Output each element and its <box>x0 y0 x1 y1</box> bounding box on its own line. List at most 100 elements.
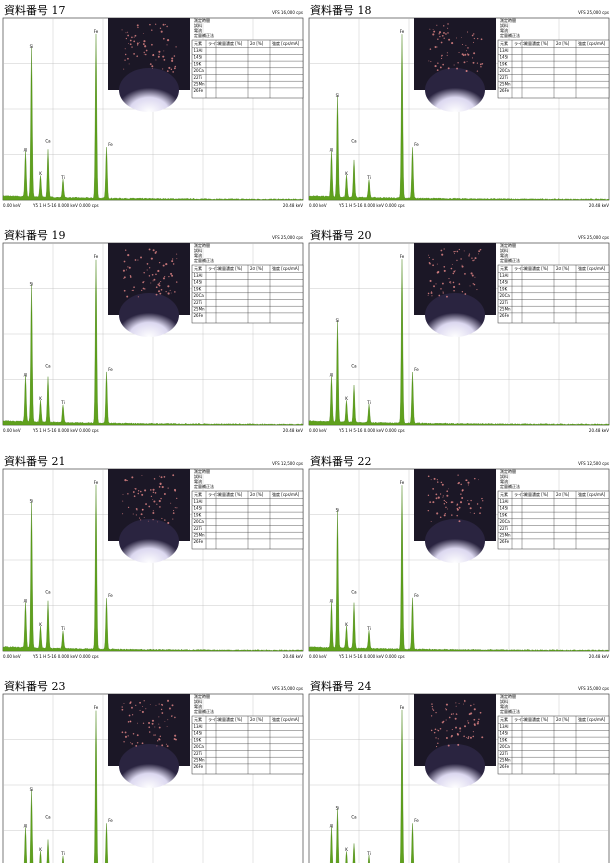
photo-speck <box>127 266 129 268</box>
photo-speck <box>166 745 169 748</box>
photo-speck <box>436 729 438 731</box>
photo-speck <box>435 745 438 748</box>
photo-speck <box>129 275 132 277</box>
peak-label: Ca <box>351 814 357 819</box>
table-element: 20Ca <box>500 293 511 298</box>
photo-speck <box>441 55 443 57</box>
photo-speck <box>154 734 157 736</box>
photo-speck <box>173 67 176 70</box>
photo-speck <box>128 63 130 65</box>
table-head: 試料 <box>194 22 202 28</box>
photo-speck <box>472 259 474 262</box>
photo-speck <box>151 29 153 31</box>
table-col: ライン <box>208 716 220 722</box>
photo-speck <box>176 253 178 255</box>
photo-speck <box>137 26 139 29</box>
table-head: 定量補正法 <box>194 257 214 263</box>
axis-right: 20.48 keV <box>589 203 609 208</box>
photo-speck <box>432 501 435 504</box>
photo-speck <box>166 44 168 46</box>
photo-speck <box>152 519 154 521</box>
photo-speck <box>140 519 142 521</box>
table-element: 25Mn <box>194 758 206 763</box>
photo-speck <box>439 516 442 518</box>
photo-speck <box>131 706 133 709</box>
photo-speck <box>140 513 143 516</box>
photo-speck <box>131 714 134 716</box>
photo-speck <box>163 50 165 52</box>
photo-speck <box>457 62 459 64</box>
photo-speck <box>443 503 446 505</box>
table-element: 19K <box>194 286 202 291</box>
photo-speck <box>433 477 436 480</box>
peak-label: Fe <box>108 593 113 598</box>
photo-speck <box>139 701 141 704</box>
photo-speck <box>135 514 137 516</box>
axis-right: 20.48 keV <box>589 428 609 433</box>
photo-speck <box>131 289 133 291</box>
photo-speck <box>132 732 135 735</box>
peak-label: Si <box>30 787 34 792</box>
photo-speck <box>171 59 174 62</box>
photo-speck <box>168 66 171 69</box>
photo-speck <box>427 294 429 296</box>
photo-speck <box>158 499 161 503</box>
table-element: 19K <box>194 737 202 742</box>
axis-left: 0.00 keV <box>309 428 327 433</box>
table-element: 13Al <box>500 724 509 729</box>
table-element: 25Mn <box>194 307 206 312</box>
photo-speck <box>172 512 175 514</box>
photo-speck <box>150 489 152 491</box>
scale-label: VFS 16,000 cps <box>272 10 303 15</box>
photo-speck <box>146 263 149 265</box>
peak-label: Al <box>330 148 334 153</box>
photo-speck <box>450 267 453 270</box>
table-col: ライン <box>208 40 220 46</box>
photo-speck <box>148 248 151 251</box>
photo-speck <box>427 494 430 497</box>
photo-speck <box>176 507 178 509</box>
photo-speck <box>152 491 155 494</box>
photo-speck <box>137 492 140 495</box>
photo-speck <box>448 38 451 41</box>
photo-speck <box>167 285 170 288</box>
photo-speck <box>155 286 158 289</box>
photo-speck <box>129 39 132 42</box>
peak-label: Ti <box>60 626 64 631</box>
photo-speck <box>439 66 442 69</box>
photo-speck <box>461 36 462 38</box>
peak-label: Fe <box>400 480 405 485</box>
photo-speck <box>479 248 482 251</box>
photo-speck <box>456 67 458 70</box>
photo-speck <box>126 295 129 298</box>
photo-speck <box>148 726 151 729</box>
table-col: 質量濃度 [%] <box>524 265 549 271</box>
photo-speck <box>161 712 164 714</box>
spectrum <box>329 709 415 867</box>
photo-speck <box>440 288 442 290</box>
photo-speck <box>156 745 158 747</box>
photo-speck <box>158 738 161 741</box>
photo-speck <box>445 737 448 739</box>
photo-speck <box>431 291 432 293</box>
photo-speck <box>158 53 160 55</box>
panel-title: 資料番号 17 <box>4 3 66 17</box>
table-element: 25Mn <box>500 758 512 763</box>
photo-speck <box>454 270 456 272</box>
photo-speck <box>172 258 174 260</box>
photo-speck <box>137 296 139 298</box>
photo-speck <box>446 502 448 504</box>
spectrum <box>2 484 304 652</box>
photo-speck <box>171 274 174 277</box>
photo-speck <box>131 46 133 48</box>
peak-label: Fe <box>414 593 419 598</box>
scale-label: VFS 35,000 cps <box>578 686 609 691</box>
peak-label: K <box>39 622 42 627</box>
photo-speck <box>167 292 170 295</box>
photo-speck <box>458 283 461 285</box>
photo-speck <box>473 703 475 705</box>
photo-speck <box>431 708 434 710</box>
table-head: 測定時間 <box>194 468 210 474</box>
photo-speck <box>447 23 449 25</box>
table-col: 強度 [cps/mA] <box>272 40 300 46</box>
